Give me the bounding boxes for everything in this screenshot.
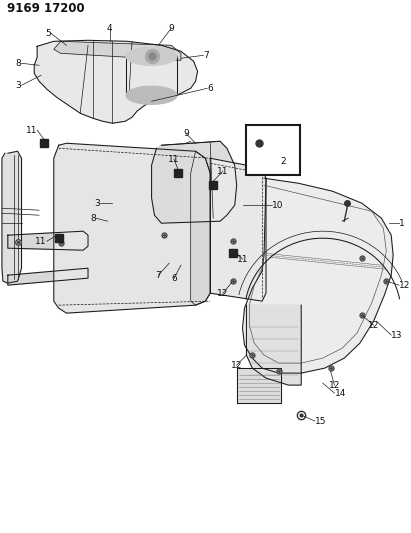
Text: 9: 9	[168, 24, 174, 33]
Text: 4: 4	[107, 24, 112, 33]
Polygon shape	[152, 141, 237, 223]
Polygon shape	[54, 42, 181, 60]
Text: 11: 11	[237, 255, 248, 264]
Polygon shape	[8, 268, 88, 285]
Bar	[209, 181, 217, 189]
Text: 8: 8	[16, 59, 21, 68]
Text: 5: 5	[45, 29, 51, 38]
Text: 11: 11	[169, 155, 180, 164]
Text: 11: 11	[25, 126, 37, 135]
Text: 12: 12	[368, 321, 379, 329]
Text: 12: 12	[231, 361, 242, 369]
Polygon shape	[8, 231, 88, 250]
Text: 9169 17200: 9169 17200	[7, 2, 85, 15]
Text: 12: 12	[399, 281, 411, 289]
Text: 9: 9	[183, 129, 189, 138]
Bar	[174, 169, 182, 177]
Text: 12: 12	[329, 381, 340, 390]
Polygon shape	[191, 151, 210, 305]
Text: 3: 3	[16, 81, 21, 90]
Ellipse shape	[126, 86, 177, 104]
Text: 13: 13	[391, 330, 403, 340]
Polygon shape	[242, 178, 393, 373]
Text: 6: 6	[171, 273, 177, 282]
Bar	[40, 139, 48, 147]
Text: 3: 3	[94, 199, 100, 208]
Polygon shape	[2, 151, 21, 283]
Bar	[247, 125, 300, 175]
Polygon shape	[237, 368, 281, 403]
Text: 11: 11	[217, 167, 229, 176]
Polygon shape	[34, 41, 198, 123]
Polygon shape	[247, 305, 301, 385]
Text: 10: 10	[272, 201, 283, 209]
Text: 6: 6	[207, 84, 213, 93]
Text: 12: 12	[217, 289, 229, 297]
Polygon shape	[54, 143, 210, 313]
Text: 11: 11	[35, 237, 47, 246]
Bar	[229, 249, 237, 257]
Bar	[55, 234, 62, 242]
Text: 7: 7	[203, 51, 209, 60]
Polygon shape	[210, 158, 266, 301]
Text: 14: 14	[335, 389, 346, 398]
Text: 2: 2	[281, 157, 286, 166]
Text: 1: 1	[399, 219, 405, 228]
Ellipse shape	[126, 47, 177, 66]
Text: 15: 15	[315, 417, 326, 425]
Text: 7: 7	[155, 271, 161, 280]
Text: 8: 8	[90, 214, 96, 223]
